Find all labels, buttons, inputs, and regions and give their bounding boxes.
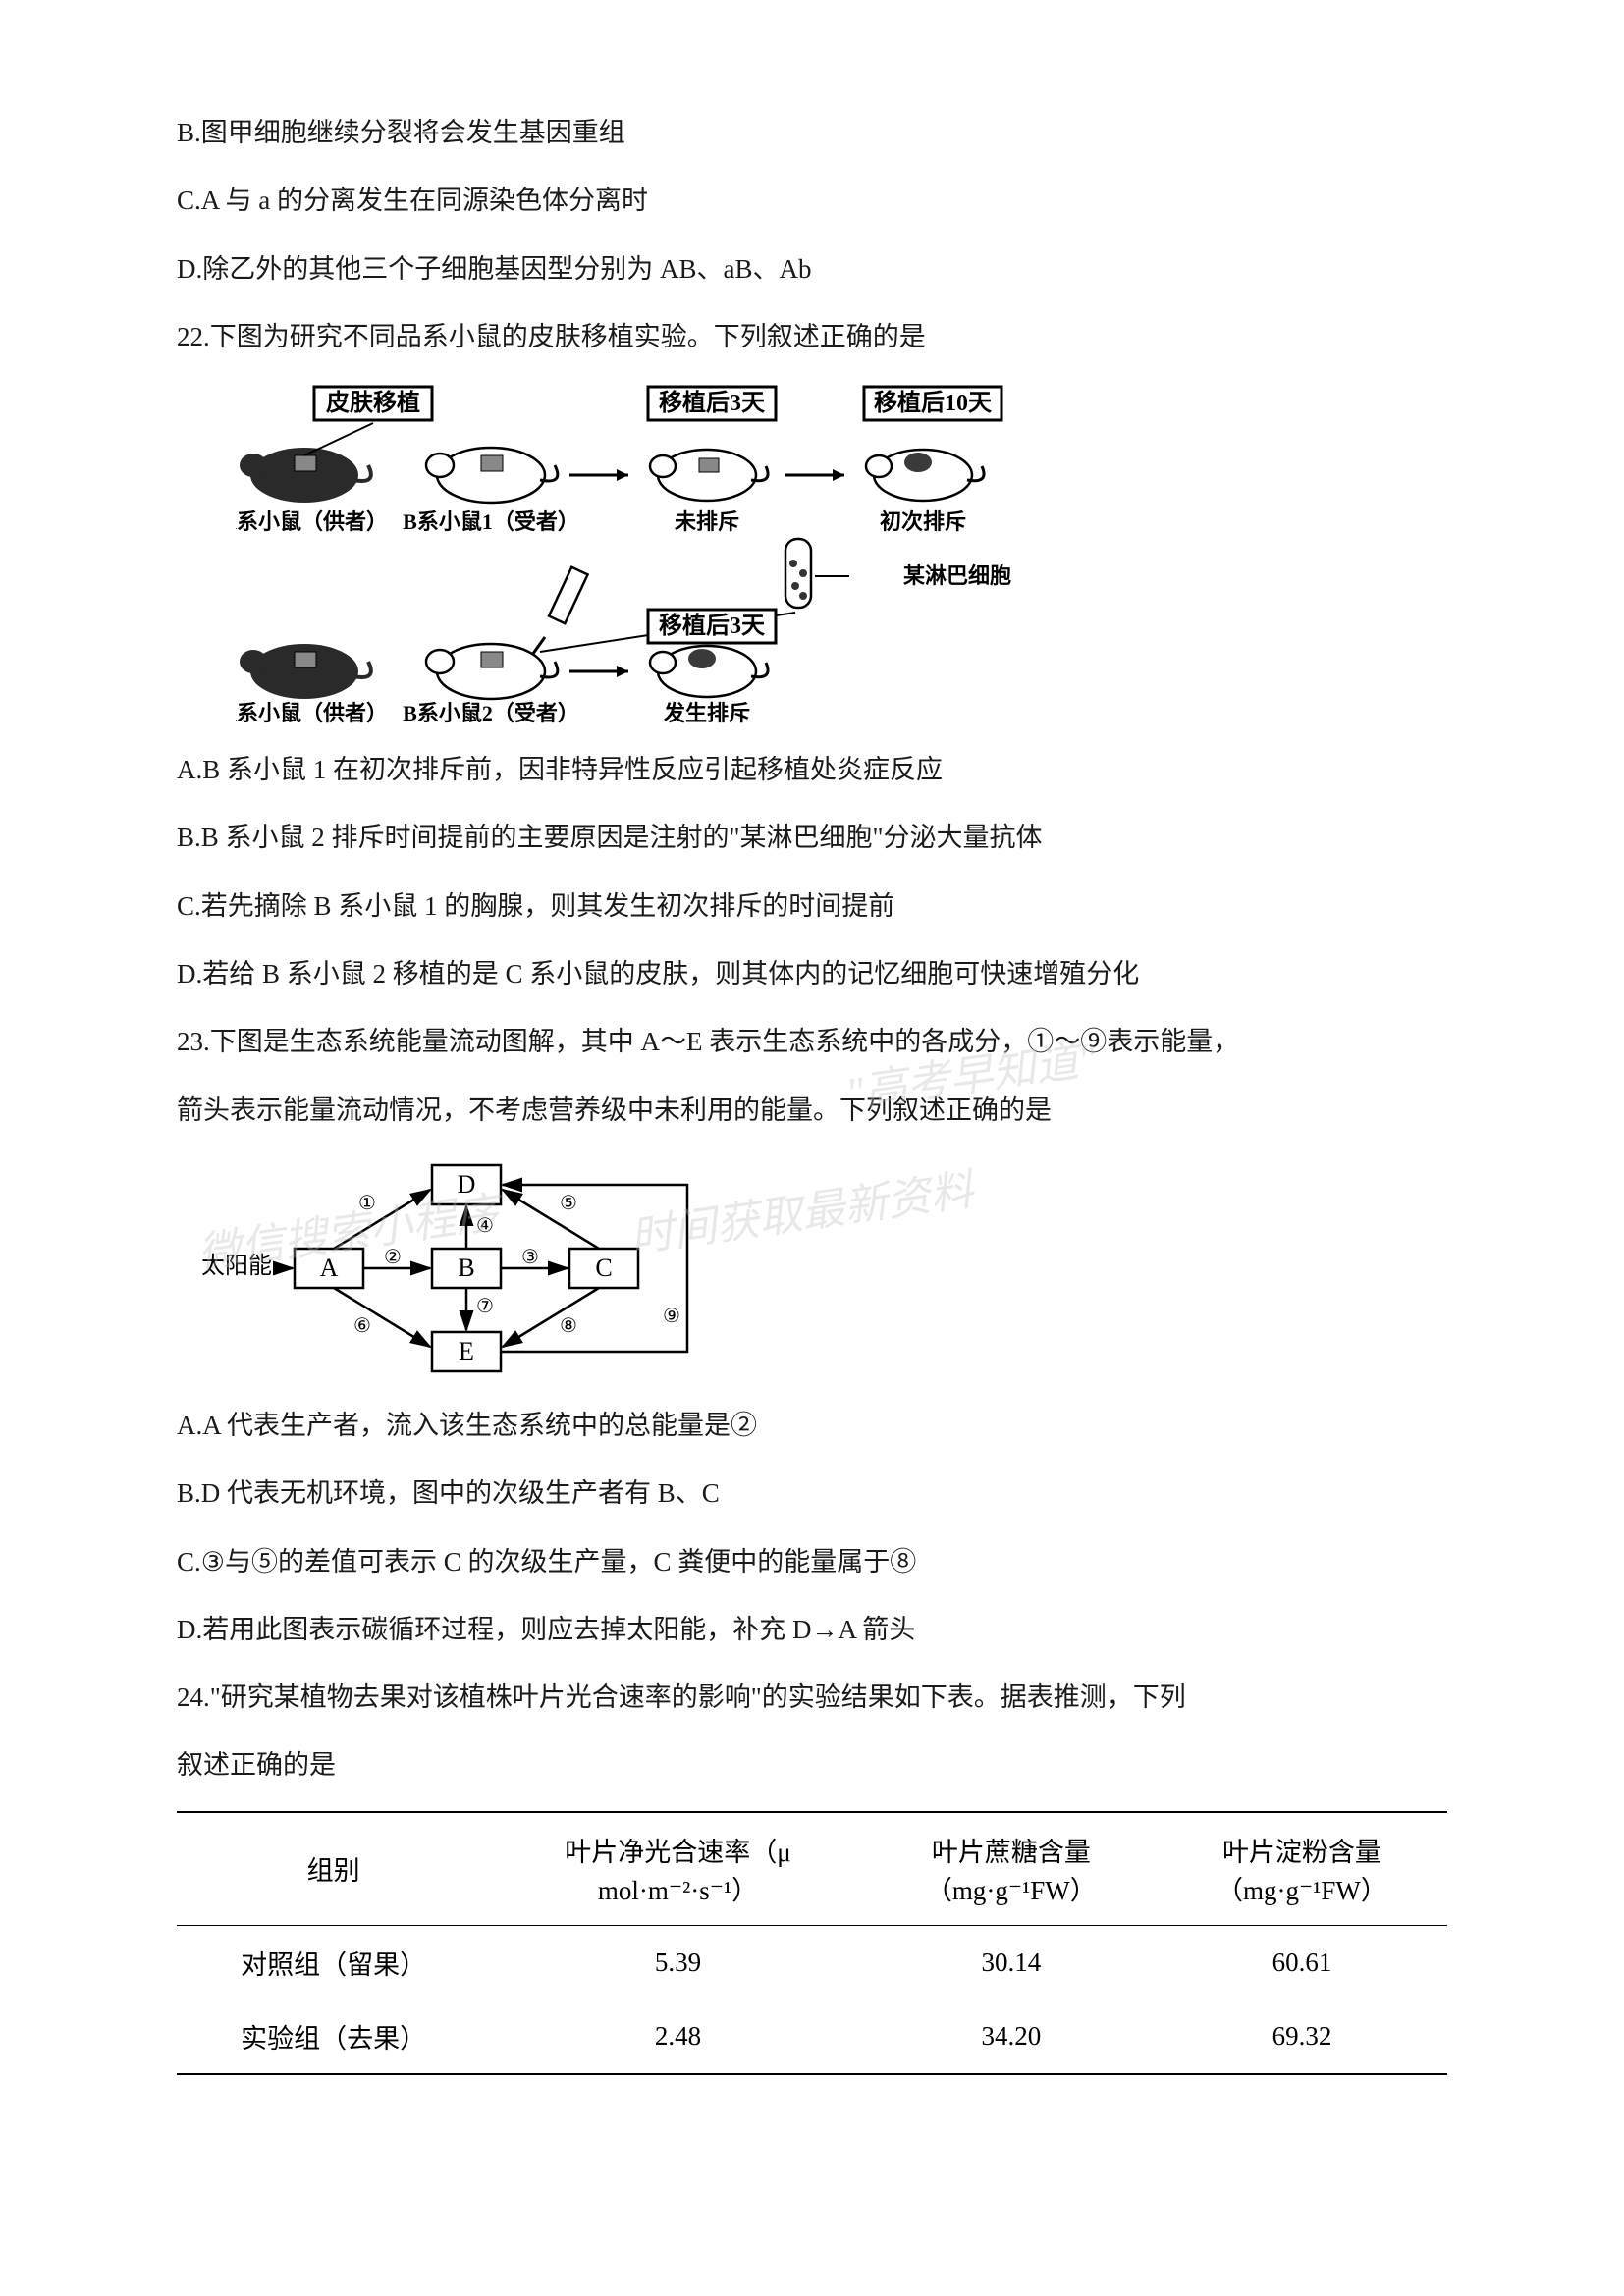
node-sun: 太阳能 (201, 1253, 272, 1279)
label-lymphocyte: 某淋巴细胞 (903, 563, 1011, 588)
label-not-rejected: 未排斥 (675, 509, 739, 534)
q22-opt-c: C.若先摘除 B 系小鼠 1 的胸腺，则其发生初次排斥的时间提前 (177, 881, 1447, 932)
th-rate: 叶片净光合速率（μ mol·m⁻²·s⁻¹） (490, 1812, 866, 1926)
label-rejected: 发生排斥 (663, 701, 750, 725)
edge-7: ⑦ (476, 1296, 494, 1317)
cell-1-0: 实验组（去果） (177, 2000, 490, 2074)
label-first-reject: 初次排斥 (880, 509, 966, 534)
label-b2: B系小鼠2（受者） (403, 701, 579, 725)
diagram-22: 皮肤移植 移植后3天 移植后10天 (236, 382, 1447, 725)
edge-8: ⑧ (560, 1315, 577, 1337)
cell-0-1: 5.39 (490, 1925, 866, 2000)
edge-9: ⑨ (663, 1306, 680, 1327)
cell-1-2: 34.20 (866, 2000, 1157, 2074)
label-b1: B系小鼠1（受者） (403, 509, 579, 534)
th-suc-2: （mg·g⁻¹FW） (876, 1869, 1147, 1907)
diagram-23: 太阳能 A B C D E ② ③ ① ④ (196, 1155, 1447, 1381)
node-c: C (595, 1254, 612, 1282)
cell-0-0: 对照组（留果） (177, 1925, 490, 2000)
mouse-b2-recipient (426, 644, 558, 699)
label-a-donor-2: A系小鼠（供者） (236, 701, 388, 725)
node-b: B (458, 1254, 474, 1282)
edge-4: ④ (476, 1215, 494, 1237)
table-row: 实验组（去果） 2.48 34.20 69.32 (177, 2000, 1447, 2074)
node-a: A (320, 1254, 339, 1282)
th-group: 组别 (177, 1812, 490, 1926)
table-row: 对照组（留果） 5.39 30.14 60.61 (177, 1925, 1447, 2000)
edge-2: ② (384, 1247, 402, 1268)
q22-opt-d: D.若给 B 系小鼠 2 移植的是 C 系小鼠的皮肤，则其体内的记忆细胞可快速增… (177, 949, 1447, 999)
mouse-rejected (650, 646, 768, 697)
label-day3-top: 移植后3天 (659, 389, 765, 416)
label-a-donor-1: A系小鼠（供者） (236, 509, 388, 534)
q22-opt-a: A.B 系小鼠 1 在初次排斥前，因非特异性反应引起移植处炎症反应 (177, 745, 1447, 795)
q23-opt-b: B.D 代表无机环境，图中的次级生产者有 B、C (177, 1468, 1447, 1519)
question-22: 22.下图为研究不同品系小鼠的皮肤移植实验。下列叙述正确的是 (177, 312, 1447, 362)
q23-opt-d: D.若用此图表示碳循环过程，则应去掉太阳能，补充 D→A 箭头 (177, 1605, 1447, 1655)
edge-5: ⑤ (560, 1193, 577, 1214)
cell-1-1: 2.48 (490, 2000, 866, 2074)
th-st-2: （mg·g⁻¹FW） (1166, 1869, 1437, 1907)
mouse-a-donor-2 (240, 644, 371, 699)
label-day3-bottom: 移植后3天 (659, 612, 765, 639)
cell-0-2: 30.14 (866, 1925, 1157, 2000)
cell-1-3: 69.32 (1157, 2000, 1447, 2074)
q23-opt-a: A.A 代表生产者，流入该生态系统中的总能量是② (177, 1401, 1447, 1451)
mouse-b1-recipient (426, 448, 558, 503)
th-sucrose: 叶片蔗糖含量 （mg·g⁻¹FW） (866, 1812, 1157, 1926)
node-e: E (459, 1337, 474, 1365)
table-header-row: 组别 叶片净光合速率（μ mol·m⁻²·s⁻¹） 叶片蔗糖含量 （mg·g⁻¹… (177, 1812, 1447, 1926)
question-23a: 23.下图是生态系统能量流动图解，其中 A～E 表示生态系统中的各成分，①～⑨表… (177, 1017, 1447, 1067)
cell-0-3: 60.61 (1157, 1925, 1447, 2000)
page-content: B.图甲细胞继续分裂将会发生基因重组 C.A 与 a 的分离发生在同源染色体分离… (0, 0, 1624, 2134)
label-skin-transplant: 皮肤移植 (326, 389, 420, 416)
th-suc-1: 叶片蔗糖含量 (876, 1831, 1147, 1869)
th-rate-2: mol·m⁻²·s⁻¹） (500, 1869, 856, 1907)
q22-opt-b: B.B 系小鼠 2 排斥时间提前的主要原因是注射的"某淋巴细胞"分泌大量抗体 (177, 813, 1447, 863)
label-day10: 移植后10天 (874, 389, 992, 416)
question-23b: 箭头表示能量流动情况，不考虑营养级中未利用的能量。下列叙述正确的是 (177, 1086, 1447, 1136)
test-tube (785, 539, 811, 608)
option-d: D.除乙外的其他三个子细胞基因型分别为 AB、aB、Ab (177, 244, 1447, 294)
node-d: D (458, 1170, 476, 1199)
edge-6: ⑥ (353, 1315, 371, 1337)
th-rate-1: 叶片净光合速率（μ (500, 1831, 856, 1869)
question-24a: 24."研究某植物去果对该植株叶片光合速率的影响"的实验结果如下表。据表推测，下… (177, 1673, 1447, 1723)
option-c: C.A 与 a 的分离发生在同源染色体分离时 (177, 176, 1447, 226)
question-24b: 叙述正确的是 (177, 1740, 1447, 1790)
mouse-first-reject (866, 450, 984, 501)
table-24: 组别 叶片净光合速率（μ mol·m⁻²·s⁻¹） 叶片蔗糖含量 （mg·g⁻¹… (177, 1811, 1447, 2075)
th-st-1: 叶片淀粉含量 (1166, 1831, 1437, 1869)
edge-1: ① (358, 1193, 376, 1214)
mouse-not-rejected (650, 450, 768, 501)
th-starch: 叶片淀粉含量 （mg·g⁻¹FW） (1157, 1812, 1447, 1926)
q23-opt-c: C.③与⑤的差值可表示 C 的次级生产量，C 粪便中的能量属于⑧ (177, 1537, 1447, 1587)
option-b: B.图甲细胞继续分裂将会发生基因重组 (177, 108, 1447, 158)
edge-3: ③ (521, 1247, 539, 1268)
